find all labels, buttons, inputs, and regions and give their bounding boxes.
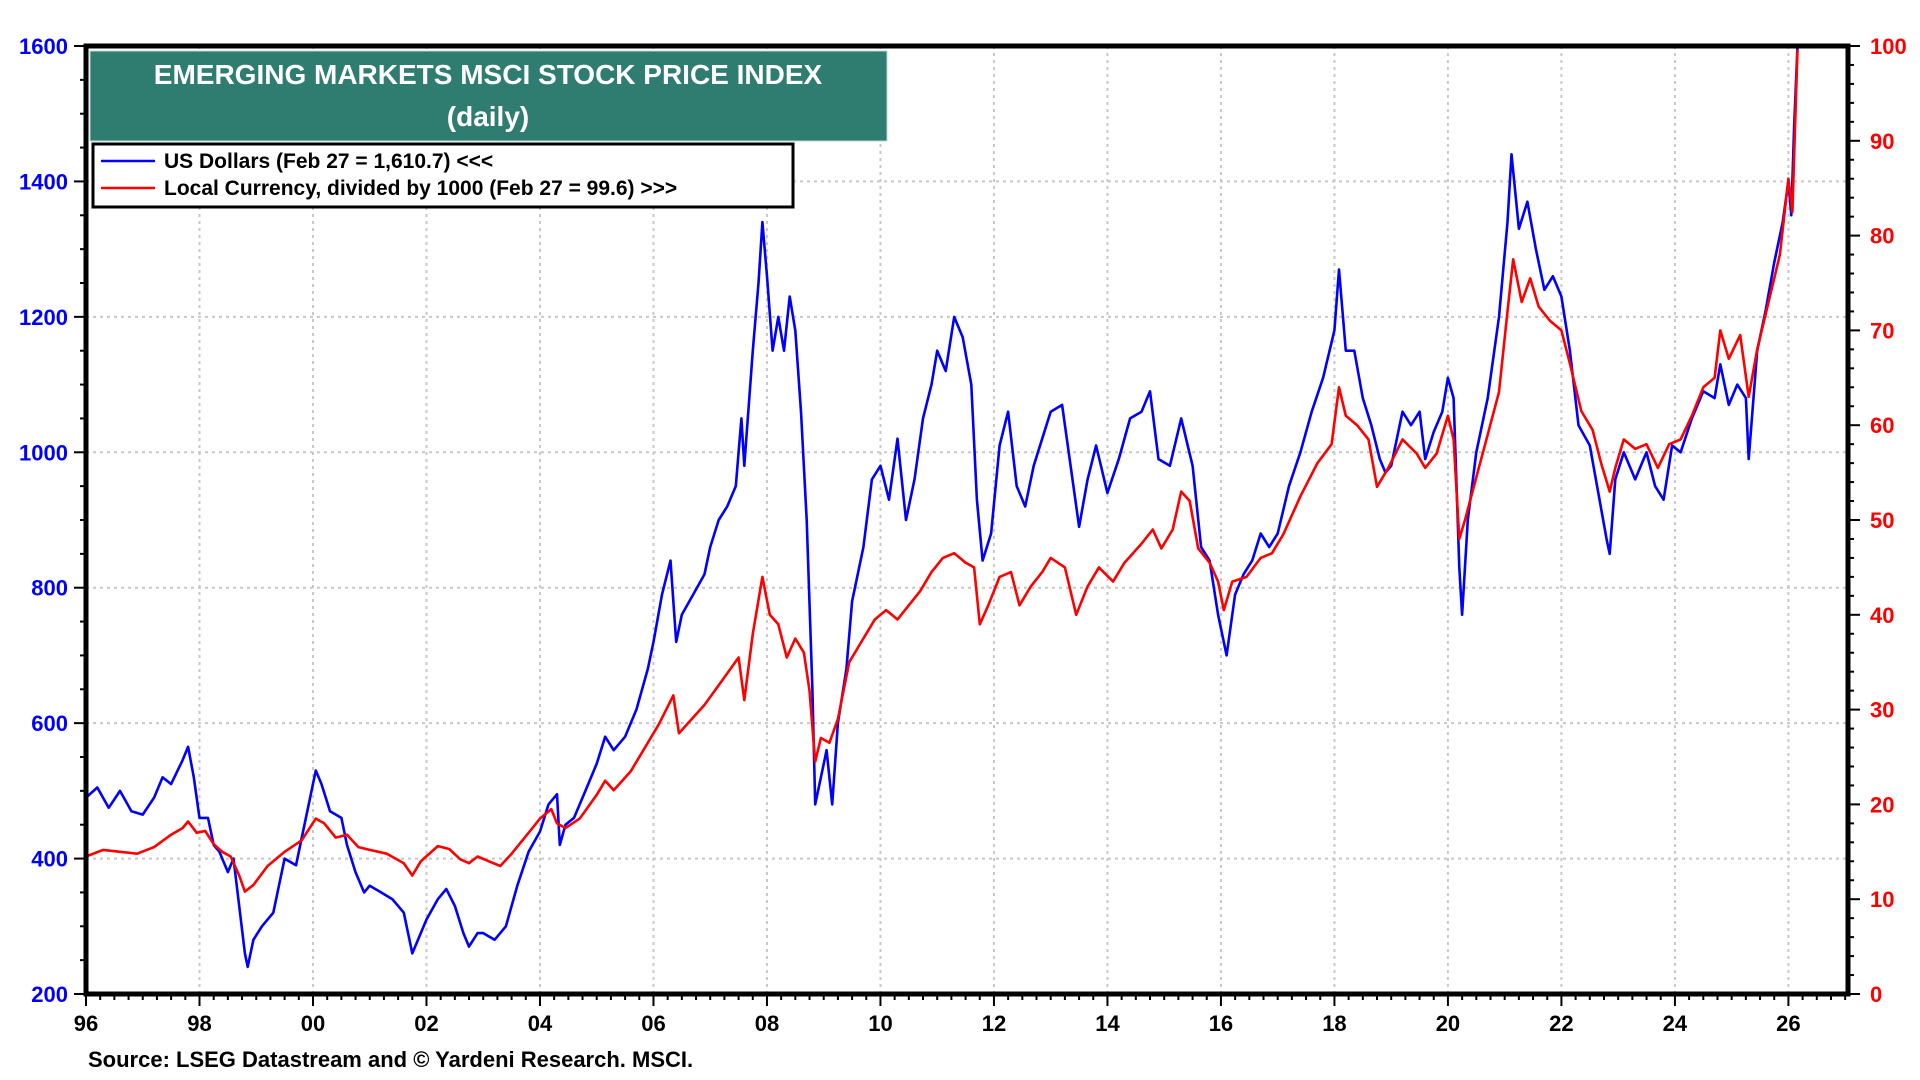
x-tick-label: 16 [1209, 1011, 1233, 1036]
axis-ticks: 2004006008001000120014001600010203040506… [19, 34, 1907, 1036]
x-tick-label: 98 [187, 1011, 211, 1036]
x-tick-label: 14 [1095, 1011, 1120, 1036]
x-tick-label: 22 [1549, 1011, 1573, 1036]
chart-subtitle: (daily) [447, 101, 529, 132]
legend-label-usd: US Dollars (Feb 27 = 1,610.7) <<< [164, 150, 493, 173]
x-tick-label: 02 [414, 1011, 438, 1036]
right-tick-label: 10 [1870, 887, 1894, 912]
right-tick-label: 40 [1870, 603, 1894, 628]
right-tick-label: 50 [1870, 508, 1894, 533]
x-tick-label: 12 [982, 1011, 1006, 1036]
x-tick-label: 06 [641, 1011, 665, 1036]
x-tick-label: 08 [755, 1011, 779, 1036]
series-layer [85, 45, 1799, 969]
right-tick-label: 60 [1870, 413, 1894, 438]
right-tick-label: 80 [1870, 224, 1894, 249]
x-tick-label: 96 [74, 1011, 98, 1036]
x-tick-label: 20 [1436, 1011, 1460, 1036]
title-box [89, 50, 888, 142]
x-tick-label: 00 [301, 1011, 325, 1036]
left-tick-label: 1400 [19, 169, 68, 194]
x-tick-label: 10 [868, 1011, 892, 1036]
chart-title: EMERGING MARKETS MSCI STOCK PRICE INDEX [154, 59, 823, 90]
left-tick-label: 1000 [19, 440, 68, 465]
x-tick-label: 26 [1776, 1011, 1800, 1036]
right-tick-label: 70 [1870, 318, 1894, 343]
source-note: Source: LSEG Datastream and © Yardeni Re… [88, 1047, 693, 1072]
right-tick-label: 90 [1870, 129, 1894, 154]
right-tick-label: 100 [1870, 34, 1907, 59]
right-tick-label: 20 [1870, 792, 1894, 817]
right-tick-label: 0 [1870, 982, 1882, 1007]
series-line-local-currency [85, 49, 1799, 893]
right-tick-label: 30 [1870, 698, 1894, 723]
left-tick-label: 600 [31, 711, 68, 736]
left-tick-label: 200 [31, 982, 68, 1007]
series-line-us-dollars [85, 45, 1799, 969]
left-tick-label: 1200 [19, 305, 68, 330]
x-tick-label: 18 [1322, 1011, 1346, 1036]
x-tick-label: 04 [528, 1011, 553, 1036]
legend-label-local: Local Currency, divided by 1000 (Feb 27 … [164, 177, 677, 200]
left-tick-label: 400 [31, 847, 68, 872]
left-tick-label: 800 [31, 576, 68, 601]
x-tick-label: 24 [1663, 1011, 1688, 1036]
left-tick-label: 1600 [19, 34, 68, 59]
legend-box [91, 142, 795, 209]
legend: US Dollars (Feb 27 = 1,610.7) <<< Local … [91, 142, 795, 209]
